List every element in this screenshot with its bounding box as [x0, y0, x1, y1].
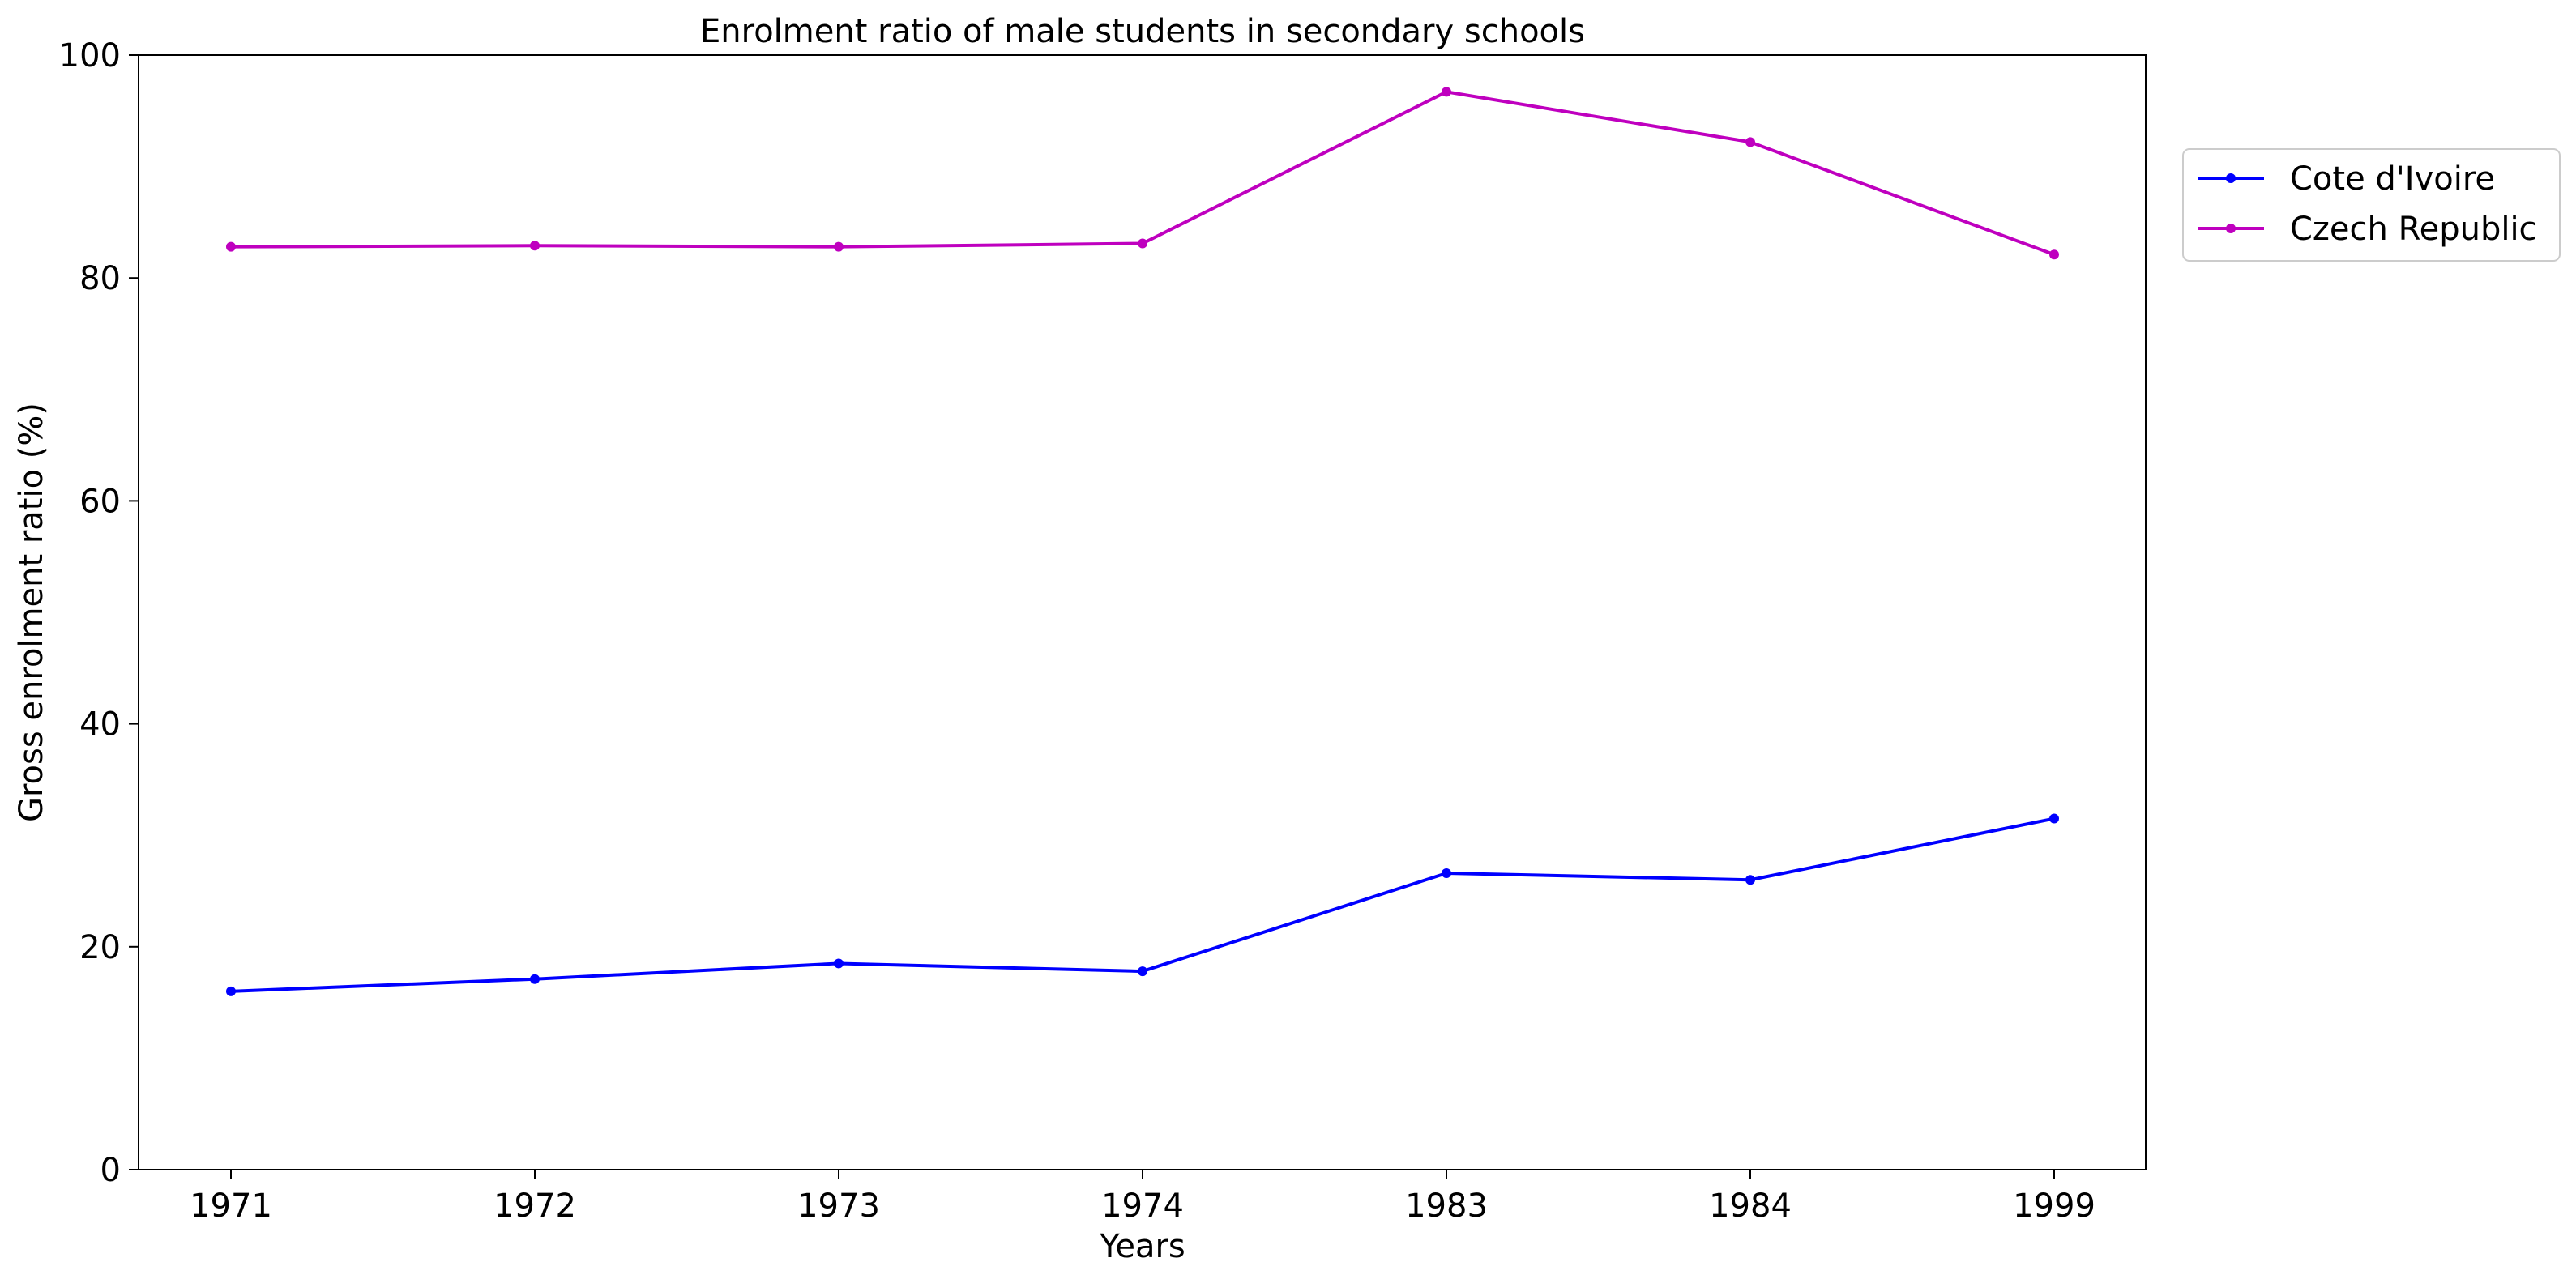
data-point: [2049, 249, 2059, 260]
series-layer: [226, 87, 2059, 996]
chart-title: Enrolment ratio of male students in seco…: [700, 13, 1585, 50]
legend-label: Cote d'Ivoire: [2290, 160, 2495, 198]
data-point: [1442, 87, 1451, 97]
data-point: [834, 241, 844, 252]
data-point: [1442, 868, 1451, 878]
data-point: [226, 986, 236, 996]
y-axis-label: Gross enrolment ratio (%): [13, 403, 50, 822]
y-tick-label: 80: [79, 260, 121, 297]
y-tick-label: 40: [79, 706, 121, 744]
x-tick-label: 1983: [1405, 1187, 1488, 1225]
x-tick-label: 1971: [190, 1187, 272, 1225]
data-point: [530, 974, 540, 984]
y-tick-label: 100: [59, 37, 121, 75]
data-point: [1745, 875, 1755, 885]
y-tick-label: 20: [79, 929, 121, 966]
x-axis-label: Years: [1099, 1228, 1185, 1265]
x-tick-label: 1999: [2013, 1187, 2095, 1225]
data-point: [226, 241, 236, 252]
y-tick-label: 0: [100, 1152, 121, 1189]
x-tick-label: 1973: [797, 1187, 880, 1225]
series-group: [226, 813, 2059, 996]
data-point: [1138, 238, 1147, 249]
legend-label: Czech Republic: [2290, 211, 2537, 248]
data-point: [834, 958, 844, 969]
plot-area: [138, 54, 2147, 1170]
data-point: [1745, 137, 1755, 147]
legend-swatch-marker: [2226, 173, 2236, 183]
data-point: [1138, 966, 1147, 977]
x-axis: 1971 1972 1973 1974 1983 1984 1999: [190, 1170, 2095, 1225]
x-tick-label: 1972: [493, 1187, 576, 1225]
y-axis: 0 20 40 60 80 100: [59, 37, 139, 1189]
legend-swatch-marker: [2226, 224, 2236, 233]
legend-box: [2182, 148, 2561, 262]
series-group: [226, 87, 2059, 260]
series-line: [230, 90, 2055, 257]
x-tick-label: 1974: [1101, 1187, 1184, 1225]
y-tick-label: 60: [79, 483, 121, 520]
data-point: [530, 241, 540, 251]
legend: Cote d'Ivoire Czech Republic: [2182, 148, 2561, 262]
data-point: [2049, 813, 2059, 824]
x-tick-label: 1984: [1709, 1187, 1792, 1225]
series-line: [230, 816, 2055, 993]
